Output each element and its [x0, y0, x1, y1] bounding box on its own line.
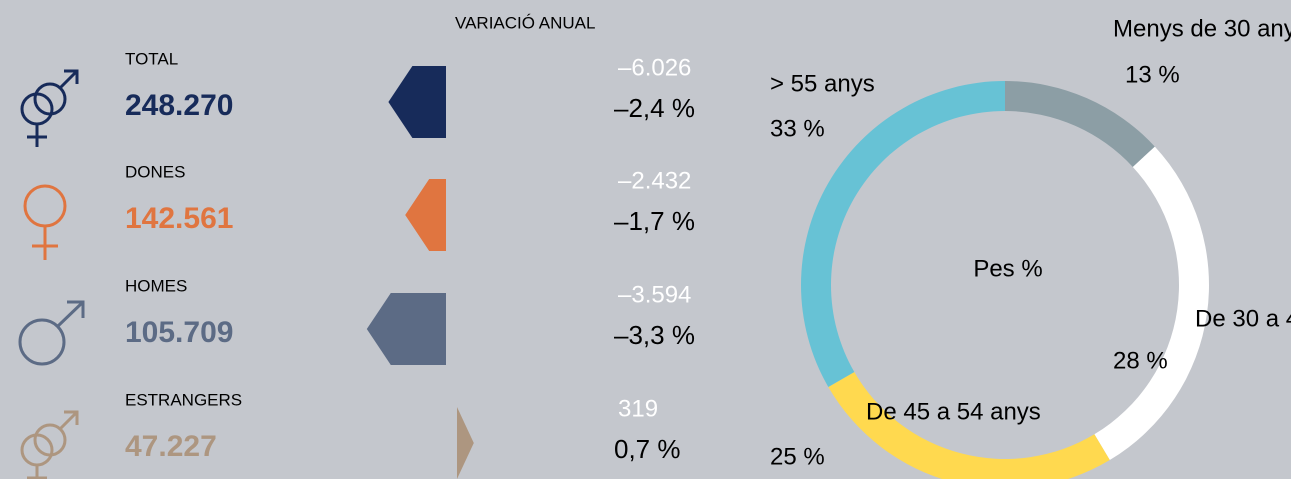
row-change: 319	[618, 395, 658, 422]
row-label: ESTRANGERS	[125, 390, 242, 409]
donut-segment	[828, 372, 1110, 479]
icon-part	[64, 69, 79, 84]
row-total: 105.709	[125, 316, 233, 349]
gender-icon	[20, 410, 79, 479]
segment-label: De 30 a 44 anys	[1195, 305, 1291, 332]
segment-value: 13 %	[1125, 61, 1180, 88]
icon-part	[58, 410, 79, 431]
change-arrow	[405, 179, 446, 251]
row-label: HOMES	[125, 276, 187, 295]
donut-segment	[1005, 81, 1155, 167]
segment-value: 25 %	[770, 443, 825, 470]
header: VARIACIÓ ANUAL	[455, 13, 595, 32]
segment-label: De 45 a 54 anys	[866, 398, 1041, 425]
row-change-pct: –3,3 %	[614, 320, 695, 350]
row-change: –6.026	[618, 54, 691, 81]
segment-value: 28 %	[1113, 347, 1168, 374]
icon-part	[58, 69, 79, 90]
row-total: 142.561	[125, 202, 233, 235]
donut-center-label: Pes %	[973, 255, 1042, 282]
icon-part	[23, 184, 67, 228]
segment-label: Menys de 30 anys	[1113, 15, 1291, 42]
row-total: 248.270	[125, 89, 233, 122]
donut-segment	[800, 81, 1005, 387]
row-label: DONES	[125, 162, 185, 181]
icon-part	[33, 423, 67, 457]
icon-part	[18, 318, 66, 366]
row-total: 47.227	[125, 430, 217, 463]
donut-segment	[1094, 146, 1209, 461]
change-arrow	[457, 407, 474, 479]
icon-part	[64, 410, 79, 425]
row-change-pct: 0,7 %	[614, 434, 681, 464]
row-change-pct: –2,4 %	[614, 93, 695, 123]
change-arrow	[388, 66, 446, 138]
row-change: –2.432	[618, 167, 691, 194]
row-change: –3.594	[618, 281, 691, 308]
gender-icon	[23, 184, 67, 260]
segment-value: 33 %	[770, 115, 825, 142]
row-change-pct: –1,7 %	[614, 206, 695, 236]
icon-part	[33, 82, 67, 116]
gender-icon	[20, 69, 79, 147]
change-arrow	[366, 293, 446, 365]
icon-part	[56, 300, 85, 328]
gender-icon	[18, 300, 85, 366]
row-label: TOTAL	[125, 49, 178, 68]
icon-part	[67, 300, 85, 318]
segment-label: > 55 anys	[770, 70, 875, 97]
